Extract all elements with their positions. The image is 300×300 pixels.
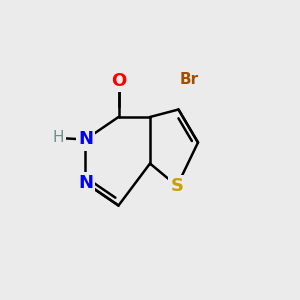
Text: Br: Br — [179, 72, 199, 87]
Text: N: N — [78, 174, 93, 192]
Text: O: O — [111, 72, 126, 90]
Text: N: N — [78, 130, 93, 148]
Text: H: H — [53, 130, 64, 146]
Text: S: S — [170, 177, 184, 195]
